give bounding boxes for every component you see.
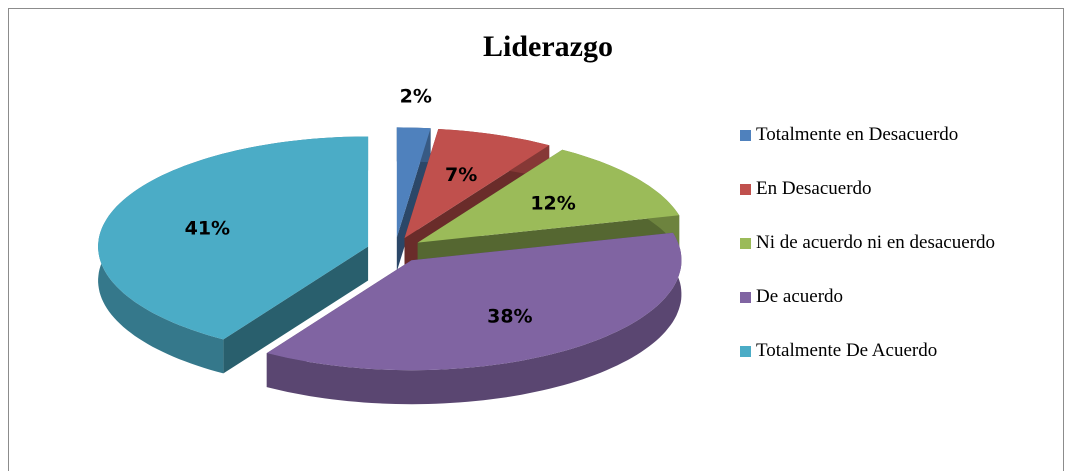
slice-top [404,129,550,239]
legend-swatch [740,130,751,141]
slice [266,232,682,405]
slice-top [266,232,682,371]
data-label: 2% [400,85,432,107]
slice [396,127,431,272]
slice-top [417,149,680,243]
legend-label: Totalmente en Desacuerdo [756,124,959,145]
legend-label: Totalmente De Acuerdo [756,340,938,361]
chart-title: Liderazgo [483,30,613,63]
legend-item: En Desacuerdo [740,178,1060,232]
legend-swatch [740,346,751,357]
data-label: 7% [445,164,477,186]
legend-label: Ni de acuerdo ni en desacuerdo [756,232,995,253]
data-label: 41% [185,217,230,239]
legend-swatch [740,292,751,303]
legend: Totalmente en Desacuerdo En Desacuerdo Ni … [740,124,1060,394]
slice-side [266,232,682,405]
legend-label: De acuerdo [756,286,844,307]
data-label: 12% [530,193,575,215]
legend-item: De acuerdo [740,286,1060,340]
slice-cut [396,128,431,272]
legend-swatch [740,238,751,249]
legend-swatch [740,184,751,195]
legend-item: Totalmente en Desacuerdo [740,124,1060,178]
slice-top [396,127,431,238]
legend-item: Ni de acuerdo ni en desacuerdo [740,232,1060,286]
slice-top [98,136,369,340]
slice-cut [223,246,369,374]
legend-item: Totalmente De Acuerdo [740,340,1060,394]
chart-frame [8,8,1064,471]
data-label: 38% [487,305,532,327]
slice [98,136,369,374]
legend-label: En Desacuerdo [756,178,872,199]
